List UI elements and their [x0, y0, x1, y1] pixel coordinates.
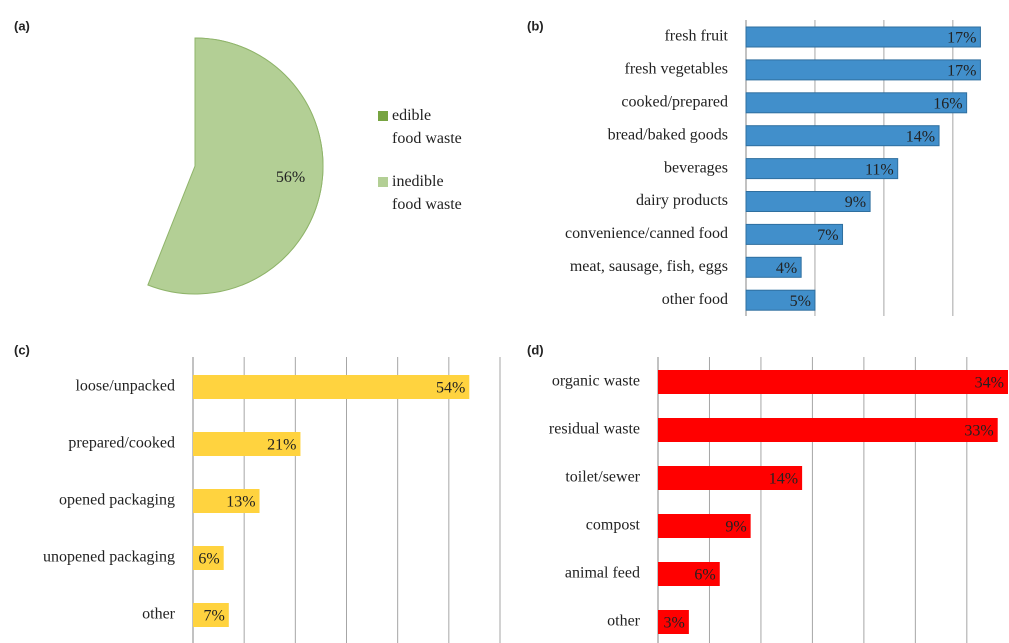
legend-line: food waste: [392, 196, 462, 213]
panel-label: (c): [14, 342, 30, 357]
category-label: other food: [662, 291, 728, 308]
legend-line: food waste: [392, 130, 462, 147]
category-label: fresh fruit: [664, 28, 728, 45]
bar: [658, 466, 803, 490]
category-label: other: [142, 606, 176, 623]
category-label: organic waste: [552, 373, 640, 390]
panel-label: (b): [527, 18, 544, 33]
legend-label: inedible food waste: [392, 173, 462, 213]
value-label: 16%: [933, 95, 962, 112]
category-label: bread/baked goods: [608, 126, 728, 143]
bar: [193, 546, 224, 570]
value-label: 9%: [845, 194, 866, 211]
value-label: 6%: [694, 567, 715, 584]
bar: [658, 610, 689, 634]
value-label: 7%: [817, 227, 838, 244]
category-label: cooked/prepared: [621, 93, 728, 110]
bar: [745, 92, 968, 114]
category-label: animal feed: [565, 565, 640, 582]
legend-line: edible: [392, 107, 435, 124]
bar: [658, 418, 998, 442]
bar: [658, 514, 751, 538]
bar: [193, 432, 301, 456]
value-label: 17%: [947, 30, 976, 47]
legend-label: edible food waste: [392, 107, 462, 147]
category-label: compost: [586, 517, 641, 534]
bar: [193, 375, 470, 399]
pie-slice: [147, 37, 324, 295]
category-label: residual waste: [549, 421, 640, 438]
category-label: opened packaging: [59, 492, 175, 509]
panel-label: (d): [527, 342, 544, 357]
value-label: 21%: [267, 437, 296, 454]
value-label: 4%: [776, 260, 797, 277]
slice-label: 56%: [276, 169, 305, 186]
category-label: other: [607, 613, 641, 630]
category-label: unopened packaging: [43, 549, 175, 566]
value-label: 9%: [725, 519, 746, 536]
panel-label: (a): [14, 18, 30, 33]
bar: [745, 125, 940, 147]
category-label: convenience/canned food: [565, 225, 728, 242]
value-label: 54%: [436, 380, 465, 397]
category-label: fresh vegetables: [624, 61, 728, 78]
legend-line: inedible: [392, 173, 448, 190]
category-label: dairy products: [636, 192, 728, 209]
bar: [745, 158, 899, 180]
value-label: 5%: [790, 293, 811, 310]
value-label: 17%: [947, 63, 976, 80]
bar: [193, 489, 260, 513]
category-label: loose/unpacked: [75, 378, 175, 395]
value-label: 33%: [964, 423, 993, 440]
legend-swatch: [378, 177, 388, 187]
value-label: 34%: [975, 375, 1004, 392]
bar: [745, 289, 816, 311]
value-label: 13%: [226, 494, 255, 511]
value-label: 3%: [664, 615, 685, 632]
bar: [745, 191, 871, 212]
bar: [745, 256, 802, 278]
value-label: 11%: [865, 161, 894, 178]
bar: [193, 603, 229, 627]
bar: [658, 370, 1008, 394]
value-label: 6%: [198, 551, 219, 568]
bar: [745, 223, 844, 245]
bar: [745, 59, 981, 81]
bar: [745, 26, 981, 48]
legend-swatch: [378, 111, 388, 121]
category-label: prepared/cooked: [68, 435, 175, 452]
category-label: beverages: [664, 159, 728, 176]
category-label: meat, sausage, fish, eggs: [570, 258, 728, 275]
value-label: 14%: [769, 471, 798, 488]
value-label: 14%: [906, 128, 935, 145]
category-label: toilet/sewer: [565, 469, 640, 486]
value-label: 7%: [203, 608, 224, 625]
bar: [658, 562, 720, 586]
